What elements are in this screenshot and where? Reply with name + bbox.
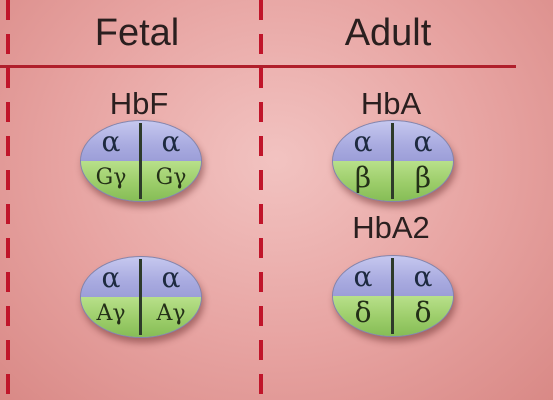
hba2-molecule: α α δ δ [332,255,454,337]
beta-chain-left: β [354,161,372,194]
alpha-chain-left: α [353,260,373,293]
left-dashed-divider [6,0,10,400]
hbf-label: HbF [109,86,169,121]
g-gamma-chain-left: Gγ [95,165,127,190]
adult-column-header: Adult [344,12,432,54]
subunit-divider [391,258,394,334]
alpha-chain-right: α [161,125,181,158]
subunit-divider [139,259,142,335]
alpha-chain-right: α [161,261,181,294]
hba2-label: HbA2 [352,210,430,245]
hba-label: HbA [360,86,422,121]
fetal-column-header: Fetal [94,12,180,54]
delta-chain-right: δ [414,296,432,329]
middle-dashed-divider [259,0,263,400]
alpha-chain-right: α [413,260,433,293]
subunit-divider [139,123,142,199]
delta-chain-left: δ [354,296,372,329]
header-underline [0,65,516,68]
beta-chain-right: β [414,161,432,194]
alpha-chain-left: α [353,125,373,158]
alpha-chain-left: α [101,261,121,294]
a-gamma-chain-left: Aγ [96,301,126,326]
alpha-chain-left: α [101,125,121,158]
hbf-a-gamma-molecule: α α Aγ Aγ [80,256,202,338]
a-gamma-chain-right: Aγ [156,301,186,326]
g-gamma-chain-right: Gγ [155,165,187,190]
alpha-chain-right: α [413,125,433,158]
hbf-g-gamma-molecule: α α Gγ Gγ [80,120,202,202]
hba-molecule: α α β β [332,120,454,202]
subunit-divider [391,123,394,199]
